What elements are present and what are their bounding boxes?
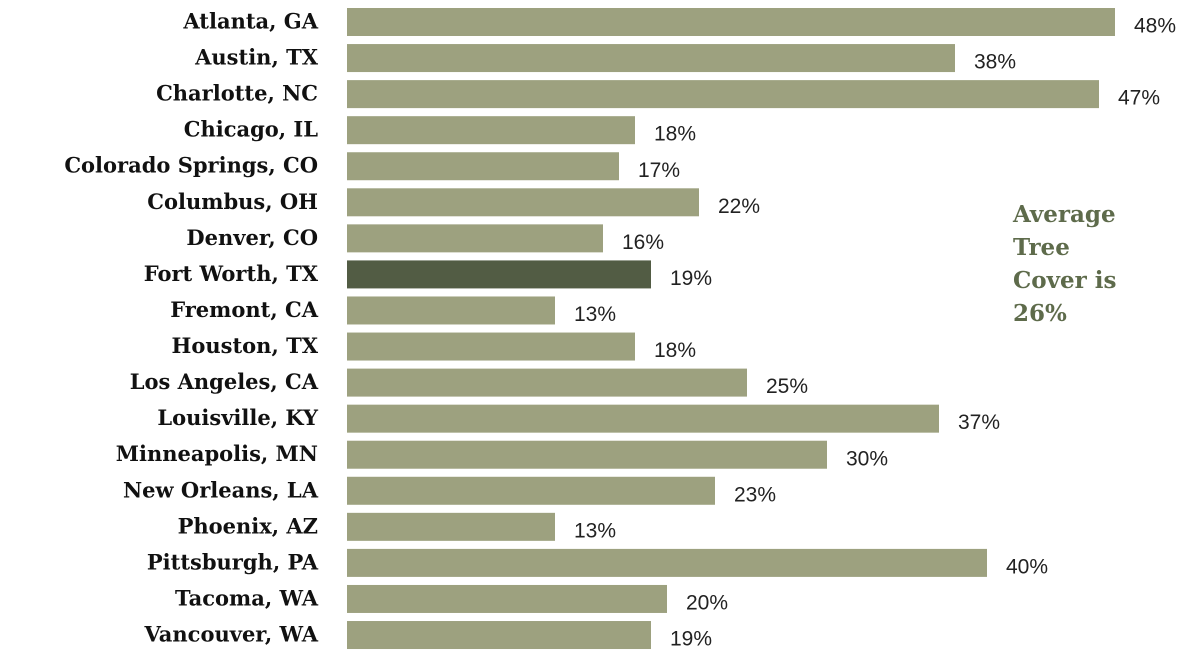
value-label: 18% [654,339,696,362]
bar [347,440,827,469]
bar [347,332,635,361]
value-label: 19% [670,267,712,290]
category-label: Vancouver, WA [143,622,318,647]
value-label: 38% [974,51,1016,74]
value-label: 13% [574,519,616,542]
value-label: 19% [670,628,712,651]
bar [347,188,699,217]
bar [347,80,1099,109]
value-label: 13% [574,303,616,326]
bar [347,260,651,289]
category-label: Minneapolis, MN [116,441,318,466]
category-label: Los Angeles, CA [130,369,319,394]
bar [347,621,651,650]
bar [347,512,555,541]
bar [347,152,619,181]
category-label: Louisville, KY [157,405,319,430]
bar [347,584,667,613]
bar [347,404,939,433]
category-label: Fort Worth, TX [144,261,319,286]
value-label: 40% [1006,555,1048,578]
category-label: Denver, CO [186,225,318,250]
value-label: 17% [638,159,680,182]
value-label: 20% [686,592,728,615]
value-label: 48% [1134,15,1176,38]
value-label: 47% [1118,87,1160,110]
annotation: Average Tree Cover is 26% [1013,201,1117,327]
category-label: Tacoma, WA [175,585,319,610]
category-label: Colorado Springs, CO [64,153,318,178]
category-label: Charlotte, NC [156,81,318,106]
bar [347,368,747,397]
bar [347,296,555,325]
value-label: 23% [734,483,776,506]
value-label: 16% [622,231,664,254]
value-label: 37% [958,411,1000,434]
value-label: 25% [766,375,808,398]
bar [347,548,987,577]
category-label: Atlanta, GA [182,9,318,34]
category-label: Chicago, IL [184,117,318,142]
value-label: 18% [654,123,696,146]
category-label: Houston, TX [172,333,319,358]
bar [347,476,715,505]
value-label: 22% [718,195,760,218]
category-label: Pittsburgh, PA [147,549,319,574]
value-label: 30% [846,447,888,470]
category-label: Austin, TX [194,45,319,70]
bar [347,116,635,145]
bar [347,224,603,253]
category-label: Fremont, CA [170,297,318,322]
category-label: Phoenix, AZ [178,513,318,538]
category-label: Columbus, OH [147,189,318,214]
bar [347,8,1115,36]
category-label: New Orleans, LA [123,477,319,502]
bar [347,44,955,73]
